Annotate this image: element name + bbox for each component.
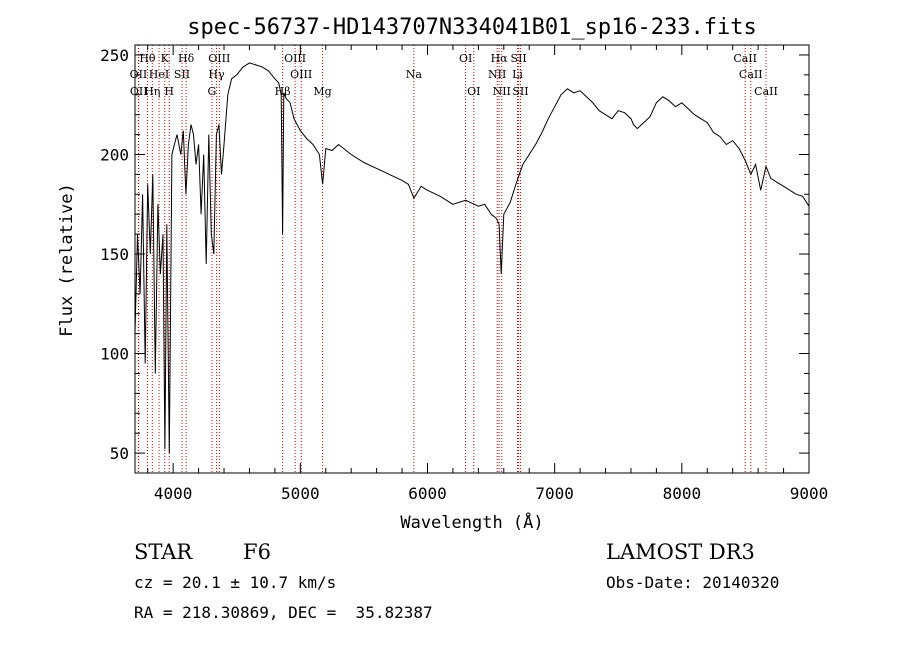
y-tick-label-3: 200	[100, 145, 129, 164]
survey-name: LAMOST DR3	[606, 540, 755, 564]
line-marker-label-10: Hγ	[208, 68, 225, 81]
x-axis: 4000 5000 6000 7000 8000 9000	[147, 45, 829, 503]
x-tick-label-0: 4000	[154, 484, 193, 503]
line-marker-label-3: Hη	[144, 85, 160, 98]
line-marker-label-5: HeI	[149, 68, 169, 81]
line-marker-label-19: Hα	[491, 52, 509, 65]
line-marker-label-22: SII	[511, 52, 527, 65]
line-marker-label-12: OIII	[284, 52, 306, 65]
line-marker-label-4: K	[161, 52, 170, 65]
line-marker-label-25: CaII	[733, 52, 757, 65]
chart-title: spec-56737-HD143707N334041B01_sp16-233.f…	[187, 15, 757, 40]
line-marker-label-17: OI	[459, 52, 472, 65]
line-marker-label-6: SII	[174, 68, 190, 81]
object-subclass: F6	[243, 540, 271, 564]
line-marker-group	[137, 45, 767, 473]
line-marker-label-23: Li	[512, 68, 523, 81]
line-marker-label-15: Mg	[313, 85, 331, 98]
line-marker-label-18: OI	[467, 85, 480, 98]
line-marker-label-2: OII	[130, 85, 148, 98]
line-marker-label-9: OIII	[208, 52, 230, 65]
x-axis-label: Wavelength (Å)	[400, 511, 543, 533]
line-marker-label-0: Hθ	[139, 52, 156, 65]
line-marker-label-7: H	[164, 85, 174, 98]
line-marker-label-8: Hδ	[178, 52, 195, 65]
line-marker-label-20: NII	[488, 68, 506, 81]
y-axis: 50 100 150 200 250	[100, 46, 809, 474]
line-marker-label-13: OIII	[290, 68, 312, 81]
y-axis-label: Flux (relative)	[57, 183, 77, 337]
x-tick-label-5: 9000	[790, 484, 829, 503]
y-tick-label-0: 50	[110, 444, 129, 463]
spectrum-line	[134, 62, 810, 454]
y-tick-label-1: 100	[100, 345, 129, 364]
x-tick-label-4: 8000	[663, 484, 702, 503]
x-tick-label-3: 7000	[535, 484, 574, 503]
plot-frame	[134, 44, 810, 474]
line-marker-label-11: G	[208, 85, 217, 98]
object-class: STAR	[134, 540, 193, 564]
line-marker-label-27: CaII	[754, 85, 778, 98]
y-tick-label-2: 150	[100, 245, 129, 264]
sky-coordinates: RA = 218.30869, DEC = 35.82387	[134, 603, 433, 622]
line-marker-label-16: Na	[406, 68, 423, 81]
y-tick-label-4: 250	[100, 46, 129, 65]
redshift-velocity: cz = 20.1 ± 10.7 km/s	[134, 573, 337, 592]
line-marker-label-14: Hβ	[275, 85, 291, 98]
line-marker-label-26: CaII	[739, 68, 763, 81]
line-marker-label-21: NII	[493, 85, 511, 98]
x-tick-label-1: 5000	[281, 484, 320, 503]
observation-date: Obs-Date: 20140320	[606, 573, 780, 592]
x-tick-label-2: 6000	[408, 484, 447, 503]
line-marker-label-24: SII	[512, 85, 528, 98]
